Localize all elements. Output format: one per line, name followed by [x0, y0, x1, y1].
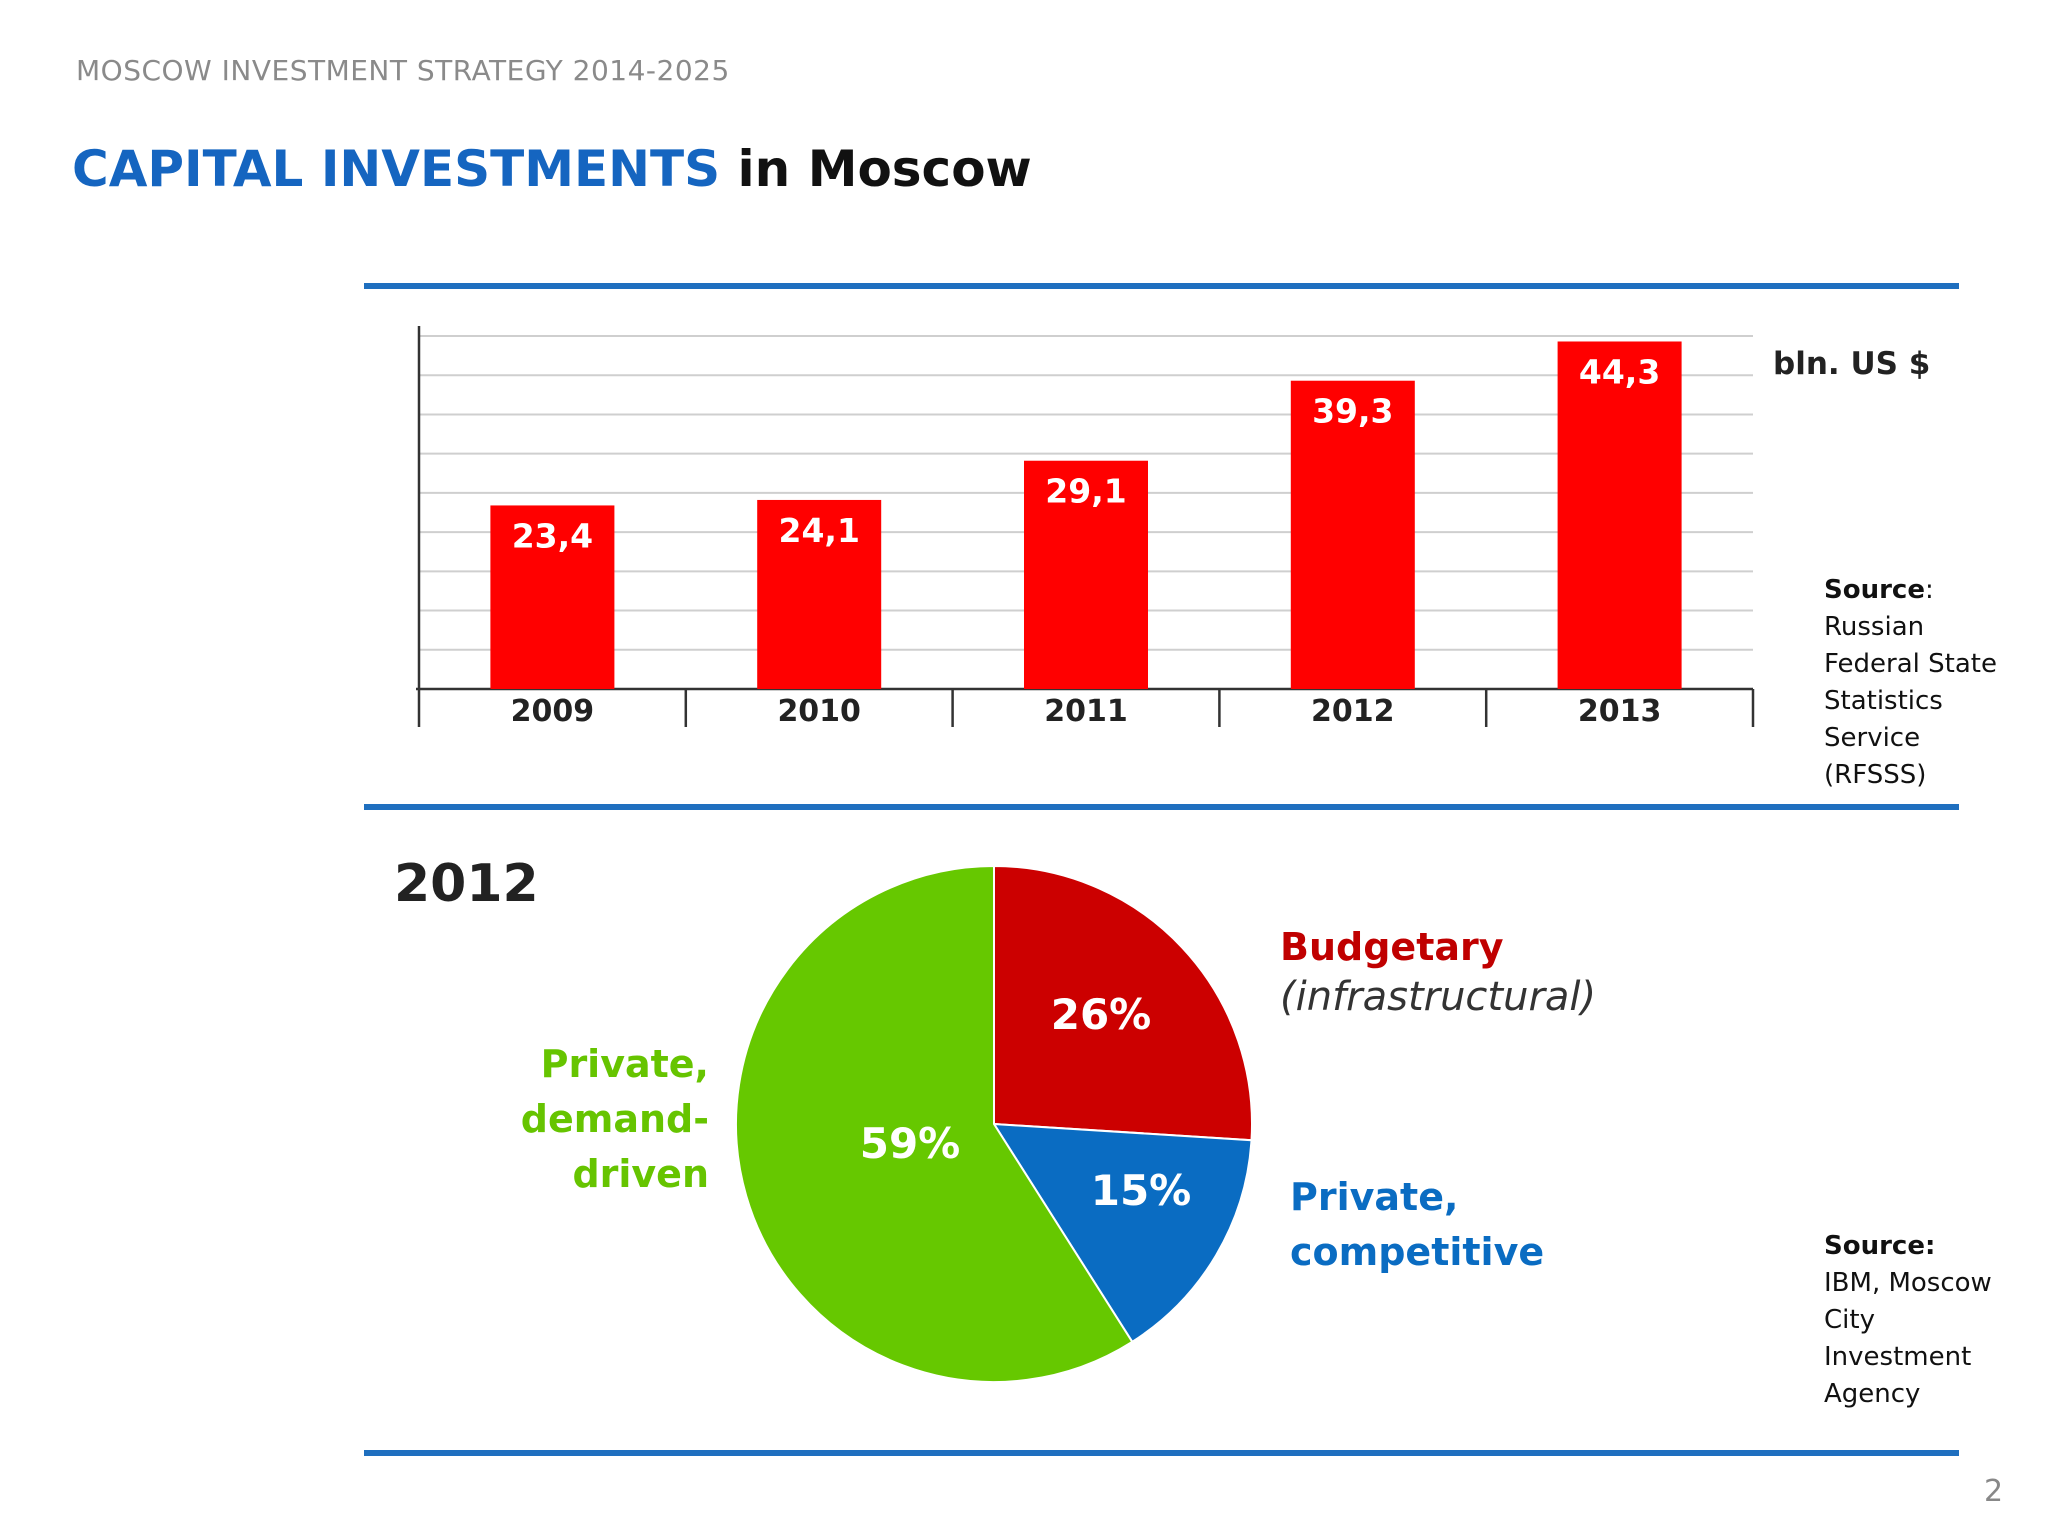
bar-value-label: 24,1: [778, 511, 859, 550]
unit-label: bln. US $: [1773, 346, 1931, 382]
bar-chart-labels: 23,4 2009 24,1 2010 29,1 2011 39,3 2012 44,3 2013: [511, 352, 1662, 729]
bar-2013: [1557, 341, 1682, 689]
pie-percent-label: 59%: [860, 1119, 961, 1168]
presentation-header: MOSCOW INVESTMENT STRATEGY 2014-2025: [76, 54, 730, 87]
pie-label-budgetary-sub: (infrastructural): [1280, 974, 1597, 1020]
bar-2009: [490, 505, 615, 689]
pie-label-private-demand: Private, demand- driven: [520, 1042, 709, 1196]
bar-value-label: 44,3: [1579, 352, 1660, 391]
pie-year: 2012: [394, 854, 539, 914]
bar-category-label: 2012: [1311, 694, 1395, 729]
bar-chart-bars: [490, 341, 1682, 689]
top-divider: [364, 283, 1959, 289]
bar-source-note: Source: Russian Federal State Statistics…: [1824, 575, 1997, 790]
bar-value-label: 23,4: [512, 516, 593, 555]
pie-source-note: Source: IBM, Moscow City Investment Agen…: [1824, 1228, 1992, 1413]
slide-title: CAPITAL INVESTMENTS in Moscow: [72, 140, 1032, 198]
title-highlight: CAPITAL INVESTMENTS: [72, 140, 721, 198]
pie-slices: [735, 864, 1253, 1383]
pie-source-text: IBM, Moscow City Investment Agency: [1824, 1268, 1992, 1409]
pie-source-label: Source:: [1824, 1231, 1936, 1261]
pie-value-labels: 26% 15% 59%: [860, 990, 1192, 1215]
bar-category-label: 2013: [1578, 694, 1662, 729]
title-rest: in Moscow: [737, 140, 1032, 198]
pie-percent-label: 15%: [1091, 1166, 1192, 1215]
bar-value-label: 39,3: [1312, 392, 1393, 431]
bar-category-label: 2011: [1044, 694, 1128, 729]
bar-source-label: Source: [1824, 575, 1925, 605]
bar-category-label: 2009: [511, 694, 595, 729]
bar-category-label: 2010: [777, 694, 861, 729]
pie-slice: [993, 864, 1253, 1142]
bar-2012: [1290, 380, 1415, 689]
bar-value-label: 29,1: [1045, 472, 1126, 511]
bottom-divider: [364, 1450, 1959, 1456]
bar-source-text: Russian Federal State Statistics Service…: [1824, 612, 1997, 790]
bar-2010: [757, 499, 882, 689]
page-number: 2: [1984, 1474, 2004, 1509]
pie-label-budgetary: Budgetary: [1280, 925, 1504, 969]
pie-percent-label: 26%: [1051, 990, 1152, 1039]
bar-2011: [1024, 460, 1148, 689]
middle-divider: [364, 804, 1959, 810]
pie-slice: [735, 864, 1134, 1383]
pie-label-private-competitive: Private, competitive: [1290, 1175, 1545, 1274]
pie-slice: [992, 1122, 1253, 1344]
